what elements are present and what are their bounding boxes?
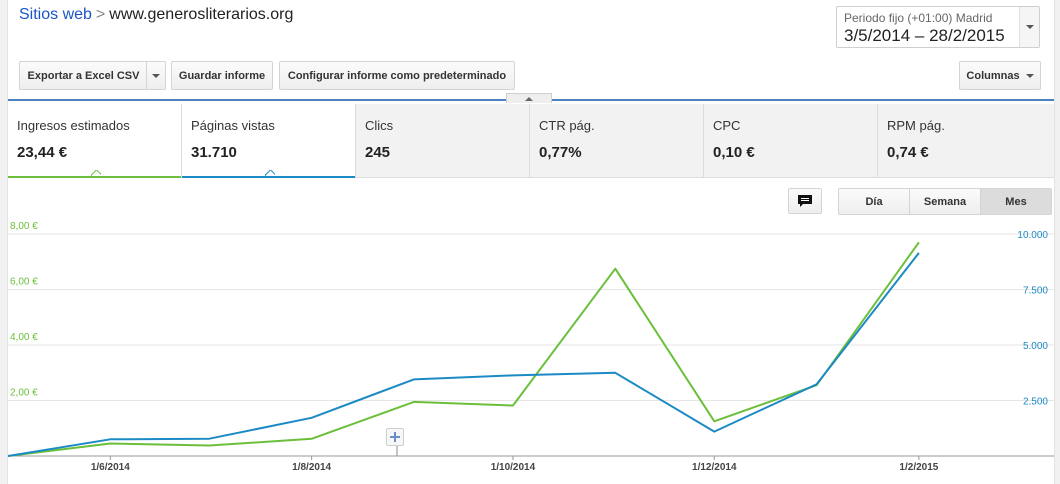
breadcrumb-separator: > bbox=[95, 6, 106, 23]
x-tick-label: 1/2/2015 bbox=[899, 462, 938, 473]
performance-chart: 2,00 € 4,00 € 6,00 € 8,00 € 2.500 5.000 7.500 1… bbox=[8, 222, 1054, 484]
columns-button-label: Columnas bbox=[966, 69, 1020, 82]
add-annotation-marker[interactable] bbox=[386, 428, 404, 446]
chevron-down-icon bbox=[1025, 73, 1034, 78]
export-options-dropdown[interactable] bbox=[146, 61, 166, 90]
left-gutter bbox=[0, 0, 8, 484]
x-tick-label: 1/8/2014 bbox=[292, 462, 331, 473]
metric-tab-clicks[interactable]: Clics 245 bbox=[356, 104, 530, 178]
date-range-dropdown[interactable] bbox=[1019, 7, 1039, 47]
line-chart-svg: 2,00 € 4,00 € 6,00 € 8,00 € 2.500 5.000 7.500 1… bbox=[8, 222, 1054, 473]
y-right-tick-label: 2.500 bbox=[1023, 397, 1048, 408]
annotations-button[interactable] bbox=[788, 188, 822, 214]
date-range-value: 3/5/2014 – 28/2/2015 bbox=[844, 26, 1005, 45]
series-line-estimated-earnings bbox=[8, 241, 920, 457]
metric-tab-cpc[interactable]: CPC 0,10 € bbox=[704, 104, 878, 178]
x-tick-label: 1/12/2014 bbox=[692, 462, 737, 473]
metric-series-indicator bbox=[182, 176, 355, 178]
metric-value: 0,74 € bbox=[887, 144, 929, 161]
metric-tab-estimated-earnings[interactable]: Ingresos estimados 23,44 € bbox=[8, 104, 182, 178]
x-tick-label: 1/6/2014 bbox=[91, 462, 130, 473]
date-range-picker[interactable]: Periodo fijo (+01:00) Madrid 3/5/2014 – … bbox=[836, 6, 1040, 48]
comment-icon bbox=[798, 195, 812, 207]
breadcrumb-sites-link[interactable]: Sitios web bbox=[19, 6, 92, 23]
chevron-up-icon bbox=[525, 96, 533, 101]
granularity-day-button[interactable]: Día bbox=[838, 188, 910, 215]
granularity-month-button[interactable]: Mes bbox=[980, 188, 1052, 215]
right-scrollbar[interactable] bbox=[1054, 0, 1060, 484]
metric-tab-page-rpm[interactable]: RPM pág. 0,74 € bbox=[878, 104, 1054, 178]
metric-tab-page-ctr[interactable]: CTR pág. 0,77% bbox=[530, 104, 704, 178]
metric-label: Clics bbox=[365, 118, 394, 133]
y-left-tick-label: 2,00 € bbox=[10, 388, 38, 399]
date-range-label: Periodo fijo (+01:00) Madrid bbox=[844, 11, 993, 25]
x-tick-label: 1/10/2014 bbox=[491, 462, 536, 473]
y-right-tick-label: 10.000 bbox=[1017, 230, 1048, 241]
y-left-tick-label: 6,00 € bbox=[10, 277, 38, 288]
metric-selected-notch bbox=[91, 170, 101, 176]
metric-series-indicator bbox=[8, 176, 181, 178]
y-right-tick-label: 5.000 bbox=[1023, 341, 1048, 352]
metric-selected-notch bbox=[265, 170, 275, 176]
y-left-tick-label: 8,00 € bbox=[10, 222, 38, 232]
metric-value: 0,10 € bbox=[713, 144, 755, 161]
chevron-down-icon bbox=[1025, 25, 1034, 29]
metric-value: 245 bbox=[365, 144, 391, 161]
metric-label: Páginas vistas bbox=[191, 118, 275, 133]
collapse-toggle[interactable] bbox=[506, 93, 552, 103]
breadcrumb: Sitios web > www.generosliterarios.org bbox=[19, 6, 293, 24]
plus-icon bbox=[390, 432, 400, 442]
metric-label: CPC bbox=[713, 118, 741, 133]
metric-label: CTR pág. bbox=[539, 118, 595, 133]
metric-tab-page-views[interactable]: Páginas vistas 31.710 bbox=[182, 104, 356, 178]
metric-value: 31.710 bbox=[191, 144, 237, 161]
y-right-tick-label: 7.500 bbox=[1023, 286, 1048, 297]
metric-label: RPM pág. bbox=[887, 118, 945, 133]
metric-label: Ingresos estimados bbox=[17, 118, 130, 133]
set-default-report-button[interactable]: Configurar informe como predeterminado bbox=[279, 61, 515, 90]
metric-value: 23,44 € bbox=[17, 144, 68, 161]
chevron-down-icon bbox=[152, 73, 160, 78]
columns-button[interactable]: Columnas bbox=[959, 61, 1041, 90]
series-line-page-views bbox=[8, 252, 920, 457]
export-csv-button[interactable]: Exportar a Excel CSV bbox=[19, 61, 147, 90]
metric-value: 0,77% bbox=[539, 144, 582, 161]
metric-tabs: Ingresos estimados 23,44 € Páginas vista… bbox=[8, 104, 1054, 178]
save-report-button[interactable]: Guardar informe bbox=[171, 61, 273, 90]
y-left-tick-label: 4,00 € bbox=[10, 332, 38, 343]
granularity-week-button[interactable]: Semana bbox=[909, 188, 981, 215]
breadcrumb-current-site: www.generosliterarios.org bbox=[109, 6, 294, 23]
